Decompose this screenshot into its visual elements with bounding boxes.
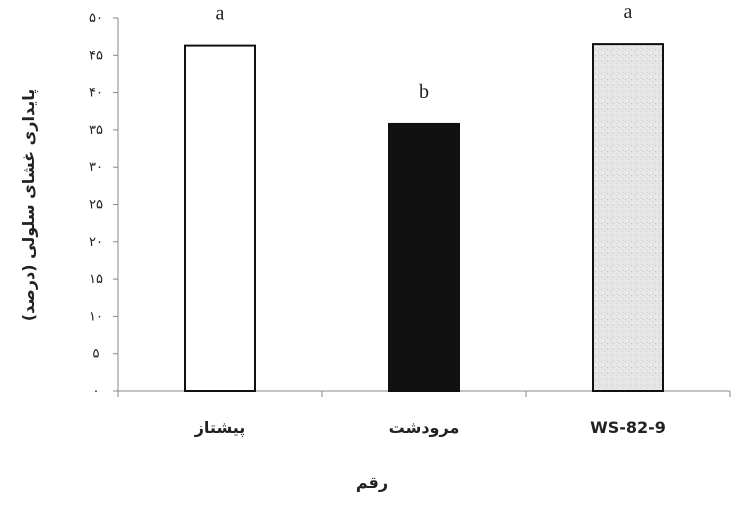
significance-letter: a [624, 1, 633, 23]
y-tick-label: ۱۵ [89, 272, 103, 287]
x-axis-title: رقم [356, 473, 388, 492]
significance-letter: b [419, 81, 429, 103]
y-tick-label: ۲۰ [89, 235, 103, 250]
category-labels: پیشتاز مرودشت WS-82-9 [194, 418, 666, 438]
y-tick-label: ۰ [93, 384, 100, 399]
bar-3 [592, 43, 664, 393]
y-tick-label: ۱۰ [89, 309, 103, 324]
bar-1 [184, 44, 256, 393]
y-tick-label: ۴۰ [89, 86, 103, 101]
significance-letter: a [216, 3, 225, 25]
category-label: پیشتاز [194, 418, 246, 438]
bars [184, 43, 664, 393]
y-tick-label: ۵۰ [89, 11, 103, 26]
significance-letters: a b a [216, 1, 633, 103]
category-label: مرودشت [389, 418, 460, 437]
bar-2 [388, 122, 460, 392]
x-axis-ticks [117, 391, 731, 397]
category-label: WS-82-9 [590, 418, 666, 437]
y-tick-label: ۵ [93, 347, 100, 362]
y-tick-label: ۴۵ [89, 48, 103, 63]
y-axis-title: پایداری غشای سلولی (درصد) [19, 89, 39, 321]
y-tick-label: ۳۵ [89, 123, 103, 138]
y-tick-label: ۲۵ [89, 198, 103, 213]
y-tick-label: ۳۰ [89, 160, 103, 175]
y-axis-ticks: ۰ ۵ ۱۰ ۱۵ ۲۰ ۲۵ ۳۰ ۳۵ ۴۰ ۴۵ ۵۰ [89, 11, 118, 399]
